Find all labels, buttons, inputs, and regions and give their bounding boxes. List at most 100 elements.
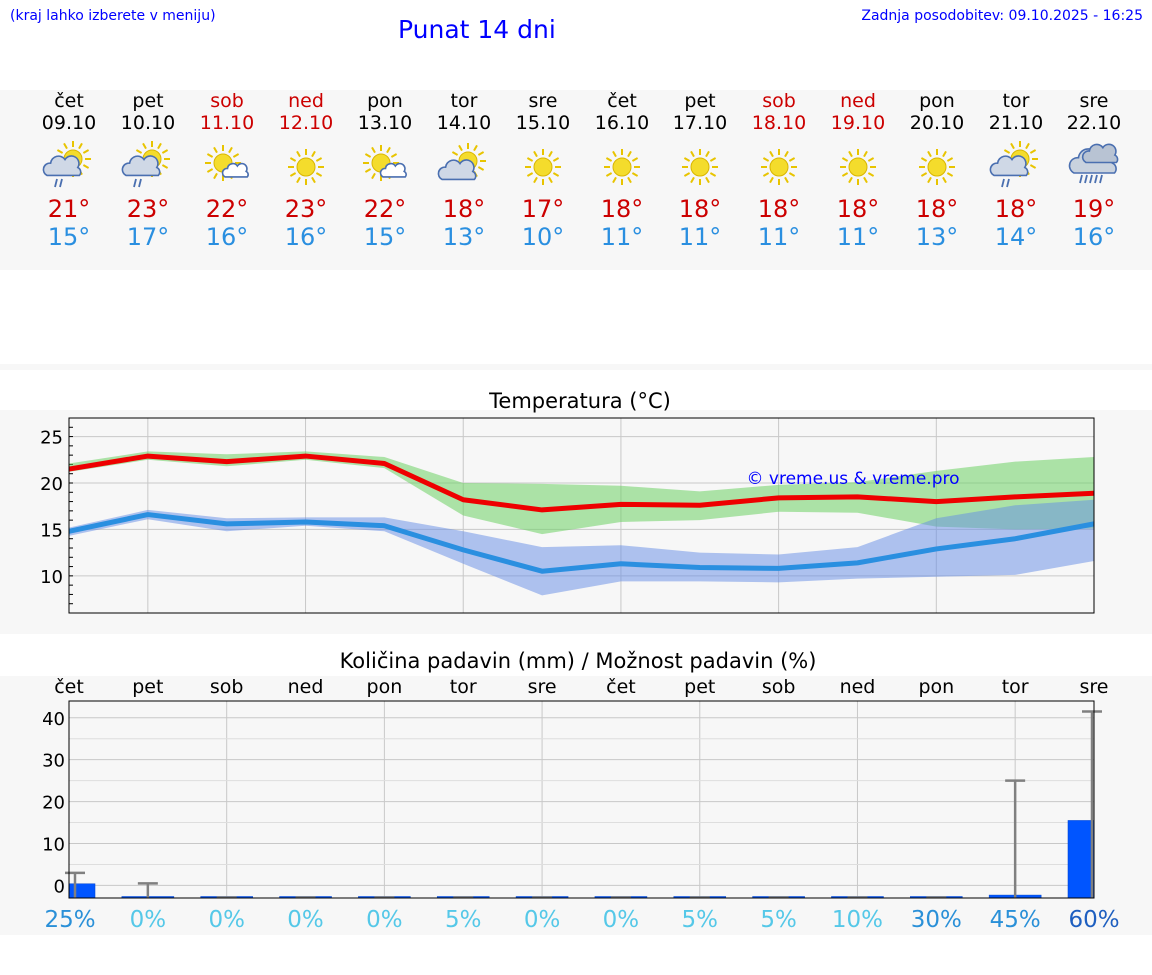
rain-chance-label: 60% xyxy=(1068,907,1119,933)
plot-frame xyxy=(68,700,1095,899)
max-temp: 18° xyxy=(915,195,959,223)
rain-chance-label: 0% xyxy=(130,907,167,933)
day-forecast: ned 19.10 18° 11° xyxy=(818,90,898,251)
sun-small-cloud-icon xyxy=(205,145,249,181)
min-temp: 13° xyxy=(442,223,486,251)
day-forecast: čet 09.10 21° 15° xyxy=(29,90,109,251)
day-date: 14.10 xyxy=(436,112,492,134)
day-forecast: pon 20.10 18° 13° xyxy=(897,90,977,251)
precipitation-chart: Količina padavin (mm) / Možnost padavin … xyxy=(42,649,1119,933)
rain-chance-label: 10% xyxy=(832,907,883,933)
max-temp-band xyxy=(69,451,1094,535)
section-divider xyxy=(0,364,1152,370)
min-temp: 11° xyxy=(757,223,801,251)
menu-hint: (kraj lahko izberete v meniju) xyxy=(10,8,216,24)
sun-icon xyxy=(761,149,797,185)
day-name: sob xyxy=(210,90,244,112)
day-date: 16.10 xyxy=(594,112,650,134)
min-temp: 14° xyxy=(994,223,1038,251)
day-date: 20.10 xyxy=(909,112,965,134)
chart-title: Temperatura (°C) xyxy=(488,389,671,413)
x-tick-label: tor xyxy=(450,676,477,698)
max-temp: 18° xyxy=(994,195,1038,223)
day-forecast: ned 12.10 23° 16° xyxy=(266,90,346,251)
day-date: 11.10 xyxy=(199,112,255,134)
forecast-strip: čet 09.10 21° 15° pet 10.10 23° 17° sob 11.10 22° 1… xyxy=(0,90,1152,270)
sun-cloud-icon xyxy=(437,143,486,181)
min-temp-line xyxy=(68,512,1095,574)
min-temp: 16° xyxy=(1072,223,1116,251)
day-name: čet xyxy=(607,90,637,112)
max-temp: 18° xyxy=(678,195,722,223)
rain-chance-label: 25% xyxy=(44,907,95,933)
min-temp: 16° xyxy=(205,223,249,251)
day-name: pet xyxy=(684,90,716,112)
y-tick-label: 25 xyxy=(40,428,63,449)
rain-chance-label: 0% xyxy=(603,907,640,933)
day-name: ned xyxy=(840,90,876,112)
min-temp: 11° xyxy=(678,223,722,251)
max-temp: 19° xyxy=(1072,195,1116,223)
day-name: pet xyxy=(132,90,164,112)
max-temp: 23° xyxy=(126,195,170,223)
x-tick-label: tor xyxy=(1002,676,1029,698)
precip-bar xyxy=(68,883,96,899)
min-temp: 11° xyxy=(600,223,644,251)
sun-icon xyxy=(525,149,561,185)
max-temp: 18° xyxy=(836,195,880,223)
day-date: 17.10 xyxy=(672,112,728,134)
day-name: pon xyxy=(367,90,403,112)
sun-icon xyxy=(288,149,324,185)
day-forecast: pet 10.10 23° 17° xyxy=(108,90,188,251)
rain-chance-label: 30% xyxy=(911,907,962,933)
day-forecast: tor 14.10 18° 13° xyxy=(424,90,504,251)
day-name: sre xyxy=(1079,90,1109,112)
rain-chance-label: 45% xyxy=(990,907,1041,933)
day-forecast: sob 18.10 18° 11° xyxy=(739,90,819,251)
min-temp: 17° xyxy=(126,223,170,251)
min-temp: 10° xyxy=(521,223,565,251)
day-date: 18.10 xyxy=(751,112,807,134)
chart-title: Količina padavin (mm) / Možnost padavin … xyxy=(340,649,817,673)
max-temp-line xyxy=(68,453,1095,513)
rain-chance-label: 0% xyxy=(287,907,324,933)
day-date: 09.10 xyxy=(41,112,97,134)
day-forecast: sre 22.10 19° 16° xyxy=(1054,90,1134,251)
max-temp: 22° xyxy=(363,195,407,223)
x-tick-label: ned xyxy=(840,676,876,698)
min-temp: 15° xyxy=(47,223,91,251)
max-temp: 18° xyxy=(600,195,644,223)
rain-chance-label: 0% xyxy=(366,907,403,933)
x-tick-label: pon xyxy=(918,676,954,698)
x-tick-label: pon xyxy=(367,676,403,698)
sun-small-cloud-icon xyxy=(363,145,407,181)
watermark: © vreme.us & vreme.pro xyxy=(746,469,959,489)
x-tick-label: sre xyxy=(1080,676,1109,698)
x-tick-label: pet xyxy=(132,676,163,698)
y-tick-label: 30 xyxy=(42,751,65,772)
rain-chance-label: 0% xyxy=(208,907,245,933)
day-name: sre xyxy=(528,90,558,112)
rain-chance-label: 5% xyxy=(760,907,797,933)
y-tick-label: 40 xyxy=(42,709,65,730)
max-temp: 18° xyxy=(757,195,801,223)
y-tick-label: 20 xyxy=(42,793,65,814)
min-temp: 15° xyxy=(363,223,407,251)
max-temp: 23° xyxy=(284,195,328,223)
sun-icon xyxy=(840,149,876,185)
day-name: ned xyxy=(288,90,324,112)
max-temp: 18° xyxy=(442,195,486,223)
page-title: Punat 14 dni xyxy=(398,15,556,44)
day-date: 10.10 xyxy=(120,112,176,134)
day-date: 19.10 xyxy=(830,112,886,134)
cloud-rain-icon xyxy=(1068,143,1119,184)
day-date: 21.10 xyxy=(988,112,1044,134)
y-tick-label: 10 xyxy=(42,835,65,856)
y-tick-label: 0 xyxy=(54,876,65,897)
plot-frame xyxy=(68,417,1095,614)
day-forecast: pet 17.10 18° 11° xyxy=(660,90,740,251)
day-name: tor xyxy=(1002,90,1030,112)
last-update: Zadnja posodobitev: 09.10.2025 - 16:25 xyxy=(861,8,1143,24)
x-tick-label: pet xyxy=(684,676,715,698)
day-forecast: čet 16.10 18° 11° xyxy=(582,90,662,251)
